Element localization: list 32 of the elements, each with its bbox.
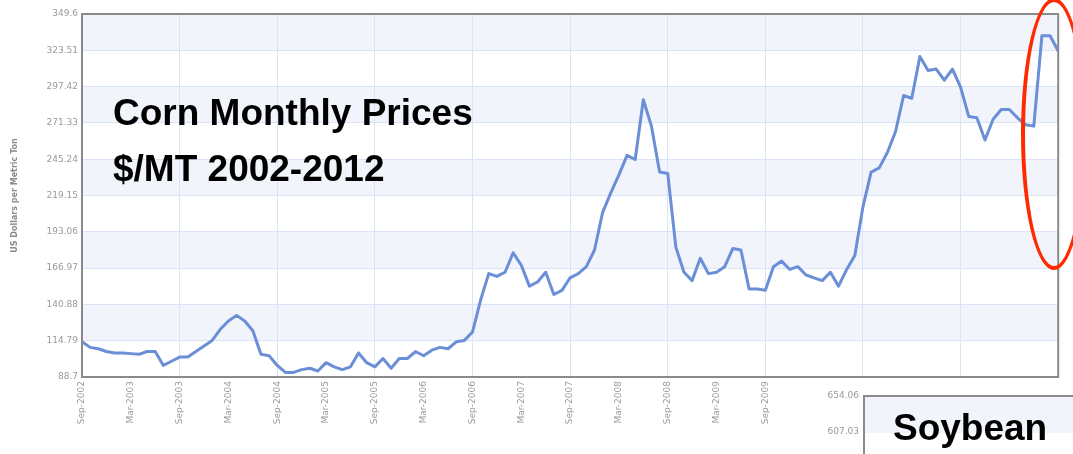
x-tick-label: Mar-2009 [710,380,721,424]
x-tick-label: Sep-2008 [662,380,673,425]
y-tick-label: 297.42 [46,80,78,91]
y-tick-label: 166.97 [46,262,78,273]
x-tick-label: Sep-2002 [76,381,87,425]
text: 607.03 [827,426,859,436]
x-tick-label: Mar-2003 [125,381,136,424]
y-tick-label: 245.24 [46,153,79,164]
y-tick-label: 219.15 [46,189,78,200]
y-tick-label: 114.79 [46,335,79,346]
x-tick-label: Mar-2007 [515,381,526,424]
y-axis-title: US Dollars per Metric Ton [9,137,19,253]
x-tick-label: Mar-2005 [320,381,331,424]
text: 654.06 [827,390,859,400]
text: $/MT 2002-2012 [113,147,385,191]
y-tick-label: 271.33 [46,117,78,128]
y-tick-label: 140.88 [46,298,79,309]
text: Soybean [893,406,1048,450]
x-tick-label: Sep-2005 [369,381,380,425]
y-tick-label: 349.6 [52,8,79,19]
y-tick-label: 323.51 [46,44,78,55]
x-tick-label: Mar-2004 [222,380,233,424]
x-tick-label: Sep-2003 [173,381,184,425]
text: Corn Monthly Prices [113,91,473,135]
y-tick-label: 193.06 [46,226,79,237]
x-tick-label: Sep-2004 [271,380,282,425]
y-tick-label: 88.7 [57,371,78,382]
x-tick-label: Sep-2006 [466,380,477,425]
x-tick-label: Mar-2008 [613,380,624,424]
x-tick-label: Sep-2009 [759,380,770,425]
x-tick-label: Mar-2006 [418,380,429,424]
x-tick-label: Sep-2007 [564,381,575,425]
